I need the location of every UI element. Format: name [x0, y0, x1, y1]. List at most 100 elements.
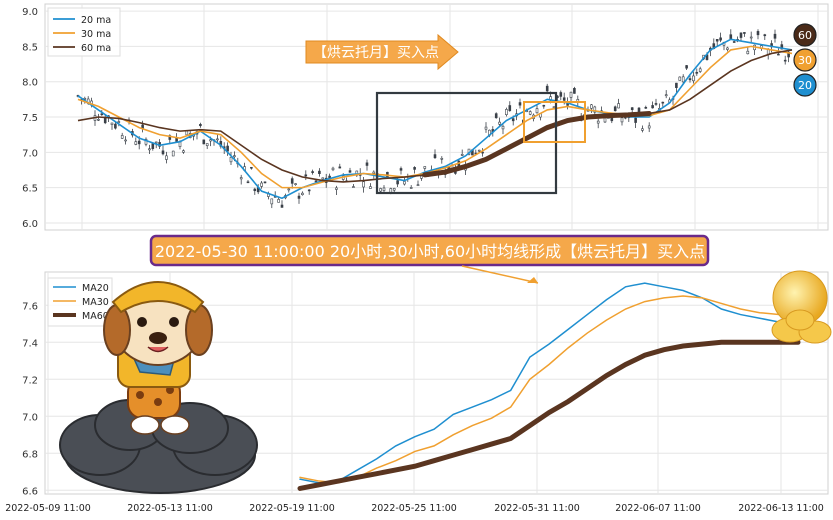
chart-title: 2022-05-30 11:00:00 20小时,30小时,60小时均线形成【烘…: [155, 242, 705, 261]
top-60ma-highlight: [422, 110, 652, 178]
candle-body: [120, 135, 124, 139]
candle-body: [83, 98, 87, 100]
candle-body: [749, 36, 753, 39]
candle-body: [692, 75, 695, 82]
candle-body: [250, 166, 253, 169]
candle-body: [641, 128, 644, 131]
candle-body: [542, 104, 546, 107]
top-legend-label: 60 ma: [81, 43, 111, 54]
candle-body: [331, 167, 335, 171]
bottom-y-tick-label: 6.6: [22, 486, 38, 497]
candle-body: [209, 139, 212, 142]
candle-body: [651, 105, 654, 109]
candle-body: [369, 186, 372, 189]
candle-body: [202, 139, 206, 145]
candle-body: [100, 113, 104, 116]
candle-body: [593, 106, 597, 113]
candle-body: [321, 177, 325, 180]
candle-body: [103, 117, 107, 124]
candle-body: [171, 150, 175, 157]
candle-body: [675, 82, 678, 88]
bottom-legend: MA20 MA30 MA60: [47, 277, 113, 327]
bottom-x-tick-label: 2022-06-13 11:00: [738, 503, 824, 514]
bottom-y-tick-label: 6.8: [22, 449, 38, 460]
candle-body: [199, 123, 202, 127]
candle-body: [270, 198, 274, 205]
candle-body: [780, 44, 784, 50]
candle-body: [484, 126, 488, 130]
candle-body: [501, 125, 505, 130]
top-y-tick-label: 8.0: [22, 78, 38, 89]
candle-body: [634, 117, 637, 123]
candle-body: [695, 72, 699, 74]
bottom-y-tick-label: 7.0: [22, 412, 38, 423]
highlight-box-orange: [523, 101, 586, 143]
candle-body: [168, 135, 172, 140]
candle-body: [508, 105, 512, 111]
candle-body: [613, 106, 617, 112]
top-y-tick-label: 7.5: [22, 113, 38, 124]
candle-body: [773, 33, 777, 39]
candle-body: [698, 68, 702, 72]
candle-body: [318, 170, 321, 174]
moon-icon: [771, 270, 832, 344]
candle-body: [134, 141, 138, 145]
top-y-tick-label: 8.5: [22, 42, 38, 53]
bottom-x-tick-label: 2022-06-07 11:00: [615, 503, 701, 514]
candle-body: [263, 181, 267, 184]
top-legend-label: 20 ma: [81, 15, 111, 26]
candle-body: [362, 181, 365, 188]
candle-body: [481, 151, 484, 154]
candle-body: [253, 188, 257, 192]
candle-body: [239, 177, 243, 180]
candle-body: [205, 143, 209, 146]
candle-body: [423, 166, 427, 169]
candle-body: [348, 170, 352, 173]
series-badge: [793, 23, 817, 47]
candle-body: [389, 188, 393, 193]
candle-body: [182, 150, 185, 153]
candle-body: [681, 76, 685, 83]
candle-body: [644, 107, 648, 109]
candle-body: [715, 39, 719, 42]
candle-body: [569, 91, 573, 98]
candle-body: [365, 162, 369, 166]
top-y-tick-label: 9.0: [22, 7, 38, 18]
candle-body: [304, 174, 308, 177]
candle-body: [630, 107, 634, 110]
candle-body: [440, 157, 444, 160]
bottom-legend-label: MA60: [82, 311, 109, 322]
candle-body: [216, 138, 219, 141]
candle-body: [137, 140, 141, 145]
candle-body: [307, 189, 311, 192]
bottom-x-tick-label: 2022-05-09 11:00: [5, 503, 91, 514]
candle-body: [573, 88, 576, 94]
candle-body: [110, 122, 114, 125]
bottom-series-lines: [297, 282, 801, 491]
candle-body: [685, 65, 688, 69]
candle-body: [311, 171, 314, 173]
bottom-series-line-1: [299, 295, 799, 484]
series-badge: [793, 73, 817, 97]
bottom-x-tick-label: 2022-05-13 11:00: [127, 503, 213, 514]
candle-body: [552, 106, 556, 109]
candle-body: [505, 109, 508, 115]
bottom-series-line-2: [297, 339, 801, 491]
top-legend-label: 30 ma: [81, 29, 111, 40]
dog-cloud-illustration: [59, 281, 258, 494]
candle-body: [392, 188, 396, 191]
bottom-x-tick-label: 2022-05-25 11:00: [371, 503, 457, 514]
candle-body: [661, 101, 665, 104]
annotation-arrow: 【烘云托月】买入点: [305, 33, 459, 71]
candle-body: [596, 120, 600, 124]
candle-body: [545, 85, 549, 92]
bottom-panel: 6.66.87.07.27.47.6 2022-05-09 11:00 2022-…: [5, 270, 832, 514]
title-pointer-line: [461, 265, 539, 284]
candle-body: [294, 183, 297, 185]
dog-icon: [103, 281, 213, 435]
candle-body: [399, 168, 403, 171]
top-panel: 6.0 6.5 7.0 7.5 8.0 8.5 9.0 【烘云托月】买入点 20 ma 30 …: [22, 3, 829, 231]
top-y-tick-label: 6.0: [22, 219, 38, 230]
candle-body: [185, 130, 189, 136]
candle-body: [161, 150, 165, 155]
